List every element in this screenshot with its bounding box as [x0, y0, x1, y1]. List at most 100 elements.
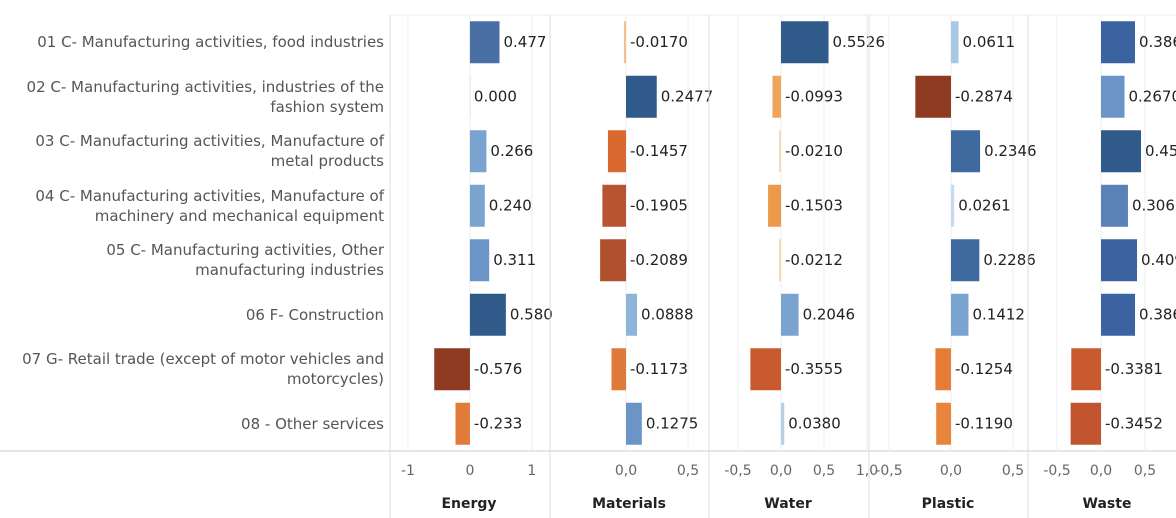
value-label: 0.1275	[646, 414, 699, 432]
value-label: 0.2046	[803, 305, 856, 323]
value-label: 0.3867	[1139, 305, 1176, 323]
value-label: -0.1457	[630, 142, 688, 160]
bar	[469, 293, 506, 336]
bar	[469, 130, 487, 173]
bar	[950, 130, 981, 173]
bar	[950, 293, 969, 336]
bar	[950, 239, 980, 282]
value-label: 0.000	[474, 87, 517, 105]
axis-title: Energy	[441, 496, 496, 512]
value-label: -0.1190	[955, 414, 1013, 432]
bar	[780, 293, 799, 336]
row-label: 08 - Other services	[241, 414, 384, 433]
value-label: -0.1173	[630, 360, 688, 378]
value-label: -0.233	[474, 414, 522, 432]
value-label: -0.3555	[785, 360, 843, 378]
bar	[950, 21, 959, 64]
x-tick-label: 0,0	[1090, 463, 1112, 479]
row-label: 05 C- Manufacturing activities, Other ma…	[106, 241, 384, 280]
x-tick-label: -0,5	[724, 463, 751, 479]
bar	[469, 239, 490, 282]
bar	[915, 75, 951, 118]
value-label: 0.4545	[1145, 142, 1176, 160]
value-label: 0.0888	[641, 305, 694, 323]
bar	[950, 184, 955, 227]
value-label: 0.2286	[983, 251, 1036, 269]
axis-title: Plastic	[922, 496, 975, 512]
value-label: 0.3063	[1132, 196, 1176, 214]
value-label: 0.240	[489, 196, 532, 214]
x-tick-label: 0,5	[1134, 463, 1156, 479]
value-label: 0.0380	[788, 414, 841, 432]
row-label: 03 C- Manufacturing activities, Manufact…	[35, 132, 384, 171]
bar	[772, 75, 781, 118]
x-tick-label: 1	[527, 463, 536, 479]
bar	[1071, 348, 1102, 391]
bar	[469, 184, 485, 227]
value-label: 0.0611	[963, 33, 1016, 51]
x-tick-label: 0,0	[770, 463, 792, 479]
value-label: 0.477	[503, 33, 546, 51]
bar	[1101, 239, 1138, 282]
x-tick-label: 0,5	[677, 463, 699, 479]
x-tick-label: 0	[465, 463, 474, 479]
bar	[455, 402, 470, 445]
row-label: 07 G- Retail trade (except of motor vehi…	[22, 350, 384, 389]
bar	[607, 130, 627, 173]
x-tick-label: 0,5	[1002, 463, 1024, 479]
bar	[768, 184, 781, 227]
bar	[750, 348, 781, 391]
row-label: 04 C- Manufacturing activities, Manufact…	[35, 186, 384, 225]
value-label: 0.266	[490, 142, 533, 160]
value-label: 0.580	[510, 305, 553, 323]
value-label: -0.3452	[1105, 414, 1163, 432]
value-label: -0.3381	[1105, 360, 1163, 378]
bar	[626, 402, 642, 445]
bar	[780, 21, 829, 64]
bar	[611, 348, 627, 391]
row-label: 01 C- Manufacturing activities, food ind…	[37, 33, 384, 52]
bar	[1101, 293, 1136, 336]
value-label: -0.0993	[785, 87, 843, 105]
bar	[1101, 184, 1128, 227]
row-label: 02 C- Manufacturing activities, industri…	[26, 77, 384, 116]
bar	[1101, 130, 1142, 173]
value-label: 0.5526	[833, 33, 886, 51]
value-label: 0.2346	[984, 142, 1037, 160]
value-label: 0.4093	[1141, 251, 1176, 269]
bar	[469, 21, 500, 64]
value-label: 0.3862	[1139, 33, 1176, 51]
x-tick-label: 0,5	[813, 463, 835, 479]
bar	[602, 184, 627, 227]
value-label: -0.2874	[955, 87, 1013, 105]
value-label: -0.0210	[785, 142, 843, 160]
x-tick-label: -1	[401, 463, 415, 479]
bar	[935, 348, 951, 391]
bar	[626, 75, 657, 118]
value-label: -0.2089	[630, 251, 688, 269]
value-label: -0.0212	[785, 251, 843, 269]
x-tick-label: 0,0	[615, 463, 637, 479]
value-label: -0.0170	[630, 33, 688, 51]
x-tick-label: 0,0	[940, 463, 962, 479]
value-label: -0.576	[474, 360, 522, 378]
value-label: 0.2670	[1129, 87, 1176, 105]
bar	[469, 75, 471, 118]
x-tick-label: -0,5	[1043, 463, 1070, 479]
value-label: 0.1412	[972, 305, 1025, 323]
bar	[1101, 75, 1125, 118]
bar	[1070, 402, 1102, 445]
bar	[779, 239, 781, 282]
value-label: 0.2477	[661, 87, 714, 105]
x-tick-label: 1,0	[856, 463, 878, 479]
bar	[623, 21, 627, 64]
value-label: -0.1503	[785, 196, 843, 214]
bar	[600, 239, 627, 282]
row-label: 06 F- Construction	[245, 305, 384, 324]
bar	[1101, 21, 1135, 64]
bar	[626, 293, 638, 336]
axis-title: Waste	[1083, 496, 1132, 512]
value-label: -0.1254	[955, 360, 1013, 378]
